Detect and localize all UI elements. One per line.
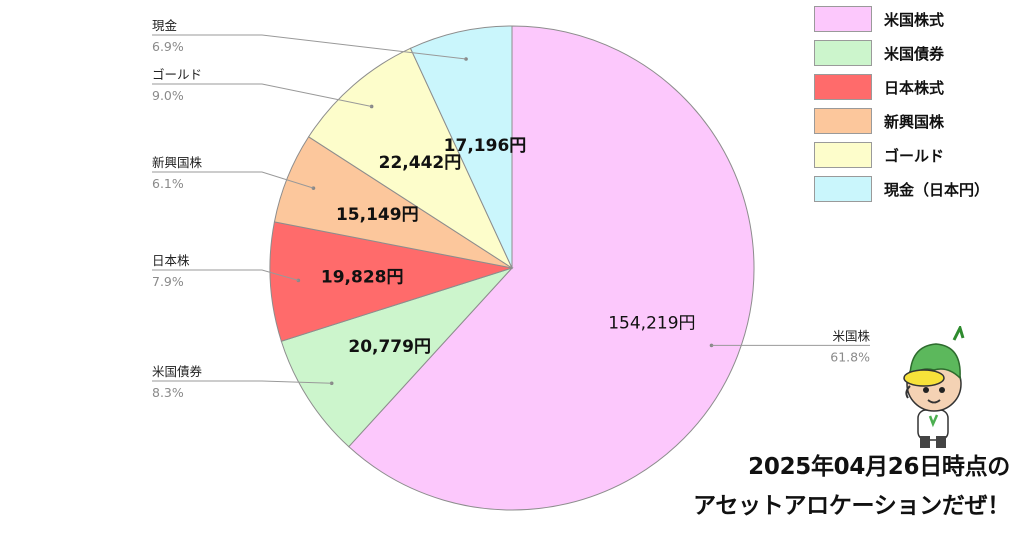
legend-label: 米国債券 [884,44,945,63]
legend-item: 現金（日本円） [814,172,1019,206]
leader-line-jp_stock [152,269,299,281]
side-label-emerging: 新興国株 [152,155,203,170]
banner-line-2: アセットアロケーションだぜ！ [693,493,1010,519]
legend-label: 新興国株 [884,112,945,131]
value-label-cash: 17,196円 [444,136,527,156]
value-label-emerging: 15,149円 [336,205,419,225]
pie-slice-gold [307,47,514,270]
banner-line-1: 2025年04月26日時点の [748,454,1010,480]
value-label-us_bond: 20,779円 [348,337,431,357]
side-percent-cash: 6.9% [152,39,184,54]
legend-item: 米国債券 [814,36,1019,70]
legend-label: 米国株式 [884,10,945,29]
legend-swatch [814,74,872,100]
side-percent-us_bond: 8.3% [152,385,184,400]
leader-lines [152,34,870,386]
pie-slice-us_stock [348,25,755,511]
legend-item: ゴールド [814,138,1019,172]
value-labels: 154,219円 20,779円 19,828円 15,149円 22,442円17,1… [321,136,696,357]
pie-slice-jp_stock [269,221,513,342]
legend-item: 日本株式 [814,70,1019,104]
value-label-jp_stock: 19,828円 [321,268,404,288]
leader-line-cash [152,34,467,60]
side-label-us_bond: 米国債券 [152,364,203,379]
legend-label: 日本株式 [884,78,945,97]
legend-swatch [814,40,872,66]
leader-dot-us_bond [329,381,334,386]
legend-swatch [814,6,872,32]
legend-item: 米国株式 [814,2,1019,36]
side-label-cash: 現金 [152,18,178,33]
legend: 米国株式米国債券日本株式新興国株ゴールド現金（日本円） [814,2,1019,206]
leader-line-emerging [152,171,314,189]
side-label-us_stock: 米国株 [832,328,870,343]
kappa-mascot-icon [903,326,965,448]
leader-line-gold [152,83,372,107]
legend-swatch [814,176,872,202]
legend-swatch [814,108,872,134]
value-label-gold: 22,442円 [379,153,462,173]
leader-dot-cash [464,57,468,61]
legend-label: ゴールド [884,146,945,165]
side-percent-us_stock: 61.8% [830,349,870,364]
pie-slices [269,25,755,511]
value-label-us_stock: 154,219円 [608,313,695,333]
pie-slice-us_bond [280,266,514,448]
legend-label: 現金（日本円） [884,180,990,199]
leader-line-us_bond [152,380,332,384]
side-percent-jp_stock: 7.9% [152,274,184,289]
caption-banner: 2025年04月26日時点の アセットアロケーションだぜ！ [590,448,1010,526]
legend-swatch [814,142,872,168]
side-label-jp_stock: 日本株 [152,253,190,268]
pie-slice-cash [409,25,513,269]
side-label-gold: ゴールド [152,67,202,82]
legend-item: 新興国株 [814,104,1019,138]
side-percent-gold: 9.0% [152,88,184,103]
side-percent-emerging: 6.1% [152,176,184,191]
side-labels: 米国株 61.8% 米国債券 8.3% 日本株 7.9% 新興国株 6.1% ゴールド 9.0% 現… [152,18,870,400]
